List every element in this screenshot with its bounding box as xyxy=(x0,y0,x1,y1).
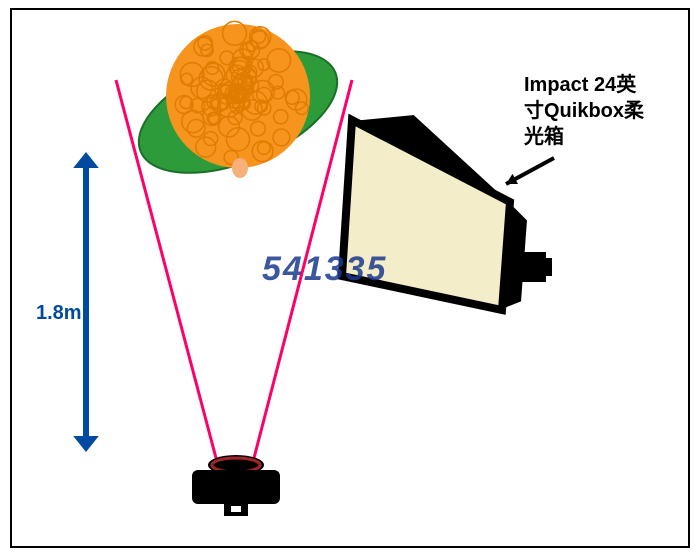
distance-arrow-head-bottom xyxy=(73,436,99,452)
subject-hair xyxy=(166,21,310,168)
distance-arrow-head-top xyxy=(73,152,99,168)
diagram-canvas: 1.8m Impact 24英 寸Quikbox柔 光箱 541335 xyxy=(0,0,700,557)
distance-label: 1.8m xyxy=(36,302,82,325)
watermark-text: 541335 xyxy=(262,250,387,289)
subject-ear xyxy=(232,158,248,178)
camera-icon xyxy=(192,455,280,516)
softbox-annotation: Impact 24英 寸Quikbox柔 光箱 xyxy=(524,72,644,150)
